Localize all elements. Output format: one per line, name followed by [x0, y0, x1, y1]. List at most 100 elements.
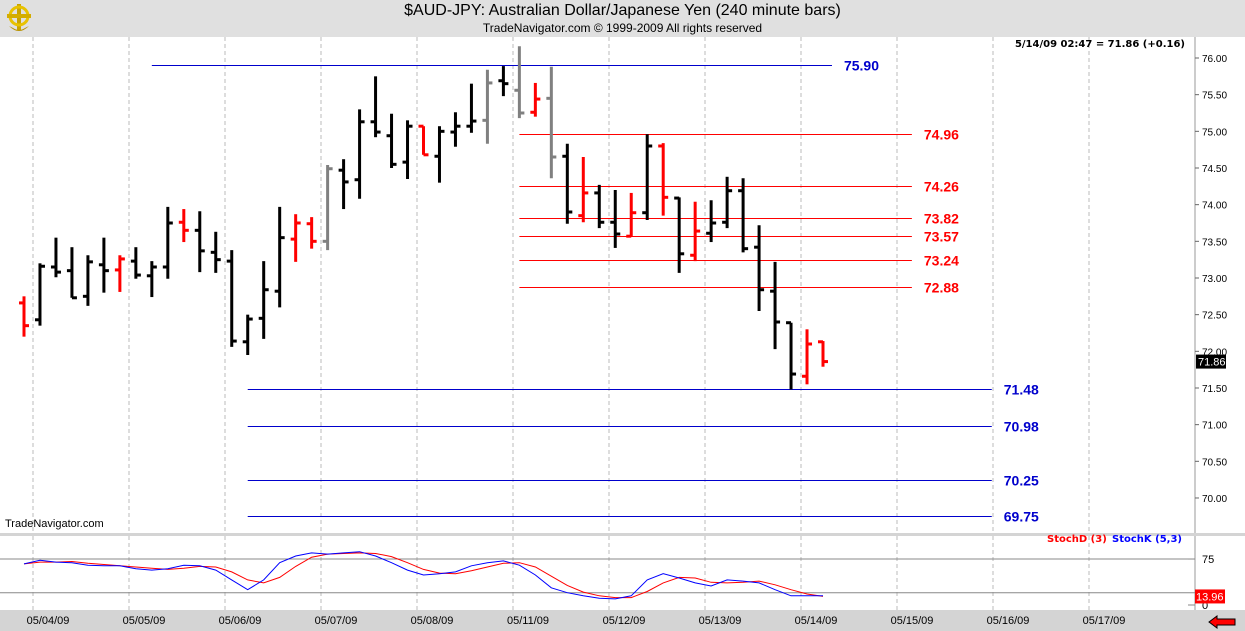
ohlc-bar	[674, 196, 685, 273]
ohlc-bar	[482, 69, 493, 144]
date-label: 05/12/09	[603, 615, 646, 627]
stochd-line	[23, 552, 824, 599]
date-label: 05/04/09	[27, 615, 70, 627]
price-tick-label: 73.50	[1202, 237, 1227, 248]
ohlc-bar	[626, 192, 637, 238]
level-label: 74.26	[924, 179, 959, 195]
price-tick-label: 74.50	[1202, 164, 1227, 175]
stoch-last-label: 13.96	[1196, 591, 1224, 603]
ohlc-bar	[770, 261, 781, 350]
chart-subtitle: TradeNavigator.com © 1999-2009 All right…	[482, 21, 763, 35]
ohlc-bar	[114, 255, 125, 292]
price-tick-label: 73.00	[1202, 274, 1227, 285]
date-label: 05/13/09	[699, 615, 742, 627]
level-label: 70.25	[1004, 473, 1039, 489]
price-tick-label: 71.00	[1202, 421, 1227, 432]
price-tick-label: 76.00	[1202, 54, 1227, 65]
ohlc-bar	[258, 261, 269, 339]
ohlc-bar	[738, 178, 749, 253]
ohlc-bar	[98, 237, 109, 293]
level-label: 75.90	[844, 58, 879, 74]
legend-stochk: StochK (5,3)	[1112, 534, 1182, 545]
ohlc-bar	[242, 314, 253, 355]
ohlc-bar	[130, 247, 141, 279]
watermark: TradeNavigator.com	[5, 518, 104, 530]
level-label: 71.48	[1004, 382, 1039, 398]
level-label: 73.57	[924, 229, 959, 245]
stoch-last-box	[1195, 589, 1225, 604]
ohlc-bar	[338, 159, 349, 210]
ohlc-bar	[178, 209, 189, 243]
price-tick-label: 75.50	[1202, 91, 1227, 102]
date-label: 05/14/09	[795, 615, 838, 627]
ohlc-bar	[434, 126, 445, 183]
ohlc-bar	[162, 206, 173, 279]
ohlc-bar	[82, 255, 93, 306]
ohlc-bar	[706, 200, 717, 243]
ohlc-bar	[786, 321, 797, 390]
chart-header: $AUD-JPY: Australian Dollar/Japanese Yen…	[0, 0, 1245, 37]
ohlc-bar	[274, 206, 285, 308]
ohlc-bar	[418, 124, 429, 157]
last-price-label: 71.86	[1198, 357, 1226, 369]
price-tick-label: 72.50	[1202, 311, 1227, 322]
date-label: 05/08/09	[411, 615, 454, 627]
price-tick-label: 74.00	[1202, 201, 1227, 212]
ohlc-bar	[722, 176, 733, 229]
ohlc-bar	[562, 143, 573, 224]
ohlc-bar	[546, 66, 557, 179]
ohlc-bar	[322, 165, 333, 251]
ohlc-bar	[19, 296, 29, 337]
ohlc-bar	[802, 329, 813, 385]
price-axis	[1195, 37, 1245, 533]
level-label: 73.24	[924, 253, 959, 269]
ohlc-bar	[578, 156, 589, 223]
stoch-tick-label: 0	[1202, 600, 1208, 612]
stochk-line	[23, 551, 823, 600]
price-tick-label: 70.00	[1202, 494, 1227, 505]
price-panel	[0, 37, 1195, 533]
ohlc-bar	[754, 225, 765, 311]
ohlc-bar	[306, 217, 317, 249]
ohlc-bar	[610, 189, 621, 248]
date-label: 05/05/09	[123, 615, 166, 627]
ohlc-bar	[690, 201, 701, 262]
ohlc-bar	[50, 237, 61, 278]
ohlc-bar	[194, 211, 205, 273]
ohlc-bar	[290, 214, 301, 262]
price-tick-label: 71.50	[1202, 384, 1227, 395]
ohlc-bar	[466, 83, 477, 133]
level-label: 72.88	[924, 280, 959, 296]
date-label: 05/11/09	[507, 615, 549, 627]
date-label: 05/15/09	[891, 615, 934, 627]
trade-navigator-logo-icon	[7, 4, 31, 31]
ohlc-bar	[226, 250, 237, 347]
ohlc-bar	[514, 46, 525, 119]
ohlc-bar	[210, 231, 221, 273]
ohlc-bar	[402, 120, 413, 179]
level-label: 73.82	[924, 211, 959, 227]
price-readout: 5/14/09 02:47 = 71.86 (+0.16)	[1014, 39, 1185, 50]
date-label: 05/16/09	[987, 615, 1030, 627]
date-label: 05/17/09	[1083, 615, 1126, 627]
ohlc-bar	[658, 143, 669, 216]
stoch-tick-label: 75	[1202, 554, 1214, 566]
ohlc-bar	[354, 109, 365, 199]
scroll-left-arrow-icon[interactable]	[1208, 615, 1236, 629]
price-tick-label: 75.00	[1202, 127, 1227, 138]
ohlc-bar	[34, 263, 45, 326]
stoch-panel	[0, 536, 1195, 610]
ohlc-bar	[146, 261, 157, 298]
price-tick-label: 70.50	[1202, 457, 1227, 468]
date-label: 05/06/09	[219, 615, 262, 627]
ohlc-bar	[530, 82, 541, 117]
ohlc-bar	[818, 340, 828, 367]
chart-title: $AUD-JPY: Australian Dollar/Japanese Yen…	[404, 2, 841, 19]
ohlc-bar	[642, 134, 653, 221]
level-label: 74.96	[924, 127, 959, 143]
legend-stochd: StochD (3)	[1047, 534, 1107, 545]
level-label: 70.98	[1004, 419, 1039, 435]
ohlc-bar	[370, 76, 381, 138]
ohlc-bar	[450, 112, 461, 147]
